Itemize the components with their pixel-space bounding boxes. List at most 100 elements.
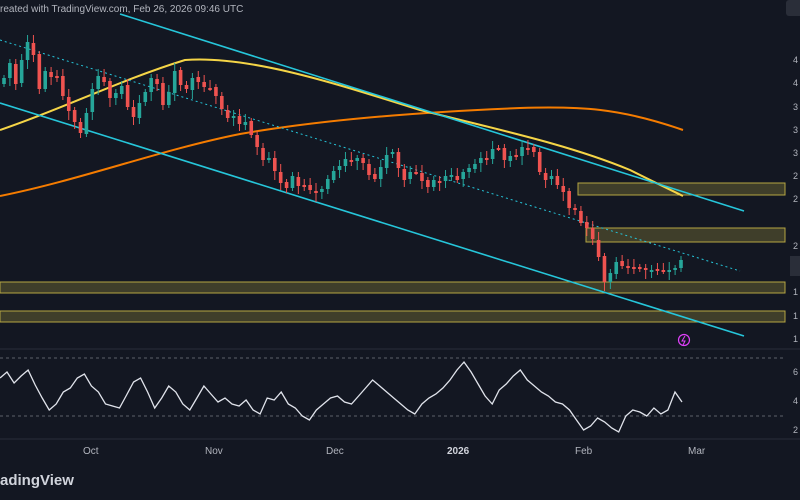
candle-body	[178, 70, 183, 85]
candle-body	[261, 148, 265, 160]
y-tick-label: 2	[793, 171, 799, 181]
rsi-tick-label: 6	[793, 367, 799, 377]
x-tick-feb: Feb	[575, 446, 593, 457]
candle-body	[119, 86, 124, 94]
y-tick-label: 1	[793, 311, 799, 321]
candle-body	[608, 273, 613, 282]
candle-body	[302, 185, 307, 187]
candle-body	[349, 160, 354, 162]
candle-body	[537, 152, 542, 172]
candle-body	[184, 85, 189, 89]
candle-body	[8, 63, 12, 78]
candle-body	[655, 269, 660, 271]
candle-body	[102, 77, 106, 82]
candle-body	[31, 43, 36, 55]
candle-body	[37, 54, 42, 89]
candle-body	[66, 97, 71, 111]
candle-body	[290, 176, 295, 188]
candle-body	[502, 148, 507, 160]
candle-body	[526, 148, 530, 150]
candle-body	[331, 171, 336, 180]
candle-body	[296, 177, 301, 186]
candle-body	[414, 172, 418, 174]
candle-body	[532, 147, 536, 152]
candle-body	[55, 76, 59, 78]
y-tick-label: 2	[793, 194, 799, 204]
candle-body	[614, 262, 619, 274]
candle-body	[308, 185, 312, 190]
candle-body	[520, 147, 524, 156]
chart-header-text: reated with TradingView.com, Feb 26, 202…	[0, 4, 244, 15]
candle-body	[278, 172, 283, 183]
candle-body	[25, 42, 30, 60]
candle-body	[196, 77, 201, 82]
candle-body	[643, 268, 648, 270]
candle-body	[479, 158, 483, 163]
candle-body	[72, 110, 77, 122]
candle-body	[461, 172, 465, 179]
y-tick-label: 3	[793, 148, 799, 158]
x-tick-2026: 2026	[447, 446, 470, 457]
candle-body	[408, 172, 412, 179]
candle-body	[61, 76, 65, 96]
candle-body	[673, 268, 677, 270]
candle-body	[137, 103, 142, 118]
candle-body	[590, 228, 595, 239]
candle-body	[467, 168, 471, 172]
candle-body	[320, 189, 324, 192]
candle-body	[567, 191, 571, 208]
y-tick-label: 4	[793, 78, 799, 88]
candle-body	[220, 96, 224, 109]
y-tick-label: 3	[793, 125, 799, 135]
candle-body	[508, 156, 513, 161]
candle-body	[632, 267, 636, 269]
y-tick-label: 2	[793, 241, 799, 251]
candle-body	[125, 85, 130, 107]
settings-corner-button[interactable]	[786, 0, 800, 16]
alert-bolt-glyph	[681, 335, 686, 346]
price-zone	[585, 227, 786, 243]
channel-lower-line	[0, 102, 745, 337]
candle-body	[667, 270, 672, 272]
candle-body	[131, 107, 136, 117]
candle-body	[402, 169, 407, 180]
candle-body	[355, 158, 360, 161]
candle-body	[431, 180, 436, 187]
candle-body	[626, 266, 630, 268]
candle-body	[602, 256, 607, 282]
y-tick-label: 1	[793, 334, 799, 344]
candle-body	[43, 71, 48, 89]
candle-body	[585, 222, 589, 228]
y-tick-label: 4	[793, 55, 799, 65]
x-tick-oct: Oct	[83, 446, 99, 457]
candle-body	[661, 270, 666, 272]
candle-body	[231, 116, 236, 118]
candle-body	[167, 92, 171, 105]
candle-body	[108, 81, 112, 98]
candle-body	[149, 78, 153, 92]
tradingview-brand: adingView	[0, 472, 74, 489]
candle-body	[426, 180, 430, 187]
alert-bolt-icon	[677, 333, 691, 347]
price-zone	[0, 281, 786, 294]
candle-body	[649, 270, 654, 272]
x-tick-mar: Mar	[688, 446, 706, 457]
candle-body	[90, 89, 95, 112]
candle-body	[284, 182, 289, 188]
candle-body	[573, 208, 577, 210]
candle-body	[396, 152, 401, 168]
candle-body	[325, 179, 330, 189]
candle-body	[555, 176, 560, 185]
candle-body	[143, 92, 148, 102]
current-price-tag	[790, 256, 800, 276]
candle-body	[561, 186, 566, 192]
candle-body	[437, 181, 442, 183]
y-tick-label: 1	[793, 287, 799, 297]
candle-body	[49, 72, 53, 77]
candle-body	[496, 148, 501, 150]
x-tick-dec: Dec	[326, 446, 344, 457]
candle-body	[214, 87, 218, 96]
candle-body	[237, 116, 242, 124]
